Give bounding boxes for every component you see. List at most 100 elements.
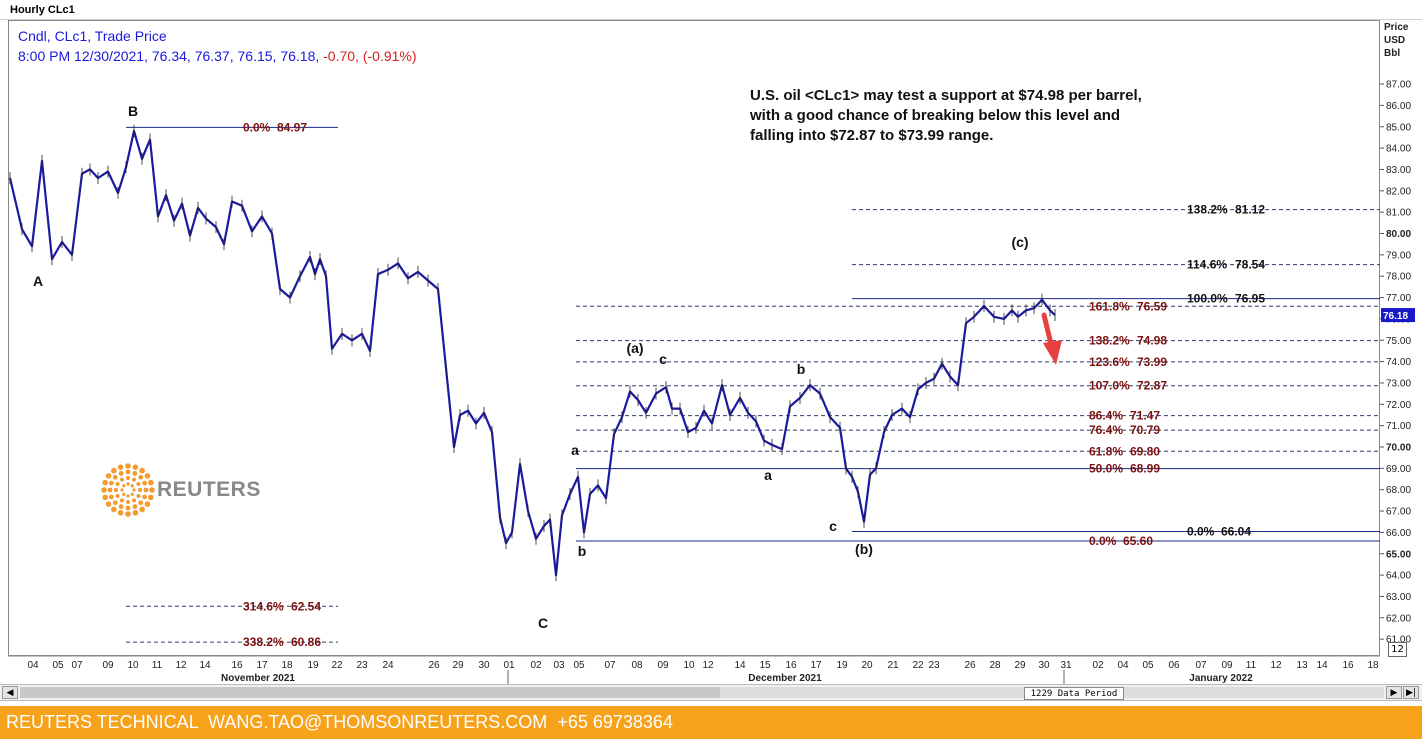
labels-layer: A B Ca b (a) c a b c (b) (c) (33, 103, 1062, 631)
scroll-left-icon[interactable]: ◀ (2, 686, 18, 699)
wave-label: A (33, 273, 43, 289)
x-tick-label: 26 (964, 660, 976, 671)
x-tick-label: 09 (1221, 660, 1233, 671)
wave-label: b (797, 361, 806, 377)
logo-dot (108, 494, 114, 500)
fib-price-label: 73.99 (1137, 355, 1167, 369)
x-tick-label: 22 (912, 660, 924, 671)
window-title: Hourly CLc1 (0, 0, 1422, 20)
fib-price-label: 60.86 (291, 635, 321, 649)
x-tick-label: 04 (27, 660, 39, 671)
x-tick-label: 09 (657, 660, 669, 671)
logo-dot (112, 500, 118, 506)
y-tick-label: 69.00 (1386, 464, 1411, 475)
scroll-end-icon[interactable]: ▶| (1403, 686, 1419, 699)
wave-label: c (659, 351, 667, 367)
logo-dot (115, 494, 120, 498)
x-tick-label: 09 (102, 660, 114, 671)
x-tick-label: 16 (231, 660, 243, 671)
wave-label: a (764, 467, 772, 483)
fib-price-label: 78.54 (1235, 258, 1265, 272)
logo-dot (102, 494, 108, 501)
x-tick-label: 22 (331, 660, 343, 671)
horizontal-scrollbar[interactable]: ◀ 1229 Data Period ▶ ▶| (0, 684, 1422, 701)
logo-dot (132, 477, 136, 482)
logo-dot (148, 479, 154, 486)
logo-dot (108, 480, 114, 486)
scroll-track[interactable]: 1229 Data Period (20, 687, 1384, 700)
y-tick-label: 77.00 (1386, 293, 1411, 304)
y-tick-label: 63.00 (1386, 592, 1411, 603)
logo-dot (136, 482, 141, 486)
logo-dot (139, 506, 145, 513)
price-change-pct: (-0.91%) (362, 48, 417, 64)
logo-dot (107, 487, 113, 493)
x-tick-label: 13 (1296, 660, 1308, 671)
reuters-logo: REUTERS (99, 457, 264, 520)
month-label: December 2021 (748, 673, 822, 684)
x-tick-label: 02 (1092, 660, 1104, 671)
fib-pct-label: 161.8% (1089, 299, 1130, 313)
logo-dot (126, 494, 130, 498)
zoom-box[interactable]: 12 (1388, 642, 1407, 657)
reuters-logo-icon (101, 463, 155, 517)
footer-banner: REUTERS TECHNICAL WANG.TAO@THOMSONREUTER… (0, 706, 1422, 739)
x-tick-label: 14 (199, 660, 211, 671)
y-tick-label: 81.00 (1386, 208, 1411, 219)
wave-label: (b) (855, 541, 873, 557)
x-tick-label: 23 (356, 660, 368, 671)
current-price-label: 76.18 (1383, 311, 1408, 322)
info-line-1: Cndl, CLc1, Trade Price (18, 28, 167, 44)
y-tick-label: 62.00 (1386, 613, 1411, 624)
fib-pct-label: 114.6% (1187, 258, 1227, 272)
x-tick-label: 21 (887, 660, 899, 671)
logo-dot (149, 487, 155, 493)
fib-pct-label: 0.0% (1187, 525, 1215, 539)
y-tick-label: 72.00 (1386, 400, 1411, 411)
fib-pct-label: 314.6% (243, 599, 284, 613)
fibonacci-lines: 0.0% 84.97 314.6% 62.54 338.2% 60.86 161.8% 76.… (126, 120, 1380, 649)
data-period-label: 1229 Data Period (1024, 687, 1124, 700)
fib-pct-label: 0.0% (243, 120, 271, 134)
logo-dot (126, 476, 130, 480)
x-tick-label: 10 (683, 660, 695, 671)
logo-dot (144, 473, 151, 479)
y-tick-label: 68.00 (1386, 485, 1411, 496)
x-tick-label: 07 (1195, 660, 1207, 671)
logo-dot (122, 484, 126, 488)
analysis-note: U.S. oil <CLc1> may test a support at $7… (750, 87, 1142, 144)
fib-pct-label: 123.6% (1089, 355, 1130, 369)
y-tick-label: 65.00 (1386, 549, 1411, 560)
scroll-right-icon[interactable]: ▶ (1386, 686, 1402, 699)
logo-text: REUTERS (157, 478, 261, 501)
x-tick-label: 14 (1316, 660, 1328, 671)
x-tick-label: 17 (256, 660, 268, 671)
y-tick-label: 71.00 (1386, 421, 1411, 432)
y-tick-label: 85.00 (1386, 122, 1411, 133)
price-chart[interactable]: 0.0% 84.97 314.6% 62.54 338.2% 60.86 161.8% 76.… (0, 0, 1422, 684)
wave-label: c (829, 518, 837, 534)
y-tick-label: 70.00 (1386, 443, 1411, 454)
price-change: -0.70, (323, 48, 359, 64)
logo-dot (138, 488, 142, 492)
fib-price-label: 62.54 (291, 599, 321, 613)
logo-dot (142, 480, 148, 486)
logo-dot (117, 510, 124, 516)
logo-dot (122, 492, 126, 496)
y-tick-label: 83.00 (1386, 165, 1411, 176)
logo-dot (132, 504, 138, 510)
logo-dot (120, 488, 124, 492)
x-tick-label: 07 (604, 660, 616, 671)
x-tick-label: 19 (836, 660, 848, 671)
logo-dot (125, 463, 131, 469)
logo-dot (117, 464, 124, 470)
x-tick-label: 30 (478, 660, 490, 671)
logo-dot (105, 473, 112, 479)
month-label: January 2022 (1189, 673, 1253, 684)
scroll-thumb[interactable] (20, 687, 720, 698)
logo-dot (126, 500, 130, 504)
wave-label: B (128, 103, 138, 119)
current-price-tag (1381, 308, 1415, 323)
logo-dot (130, 484, 134, 488)
x-tick-label: 19 (307, 660, 319, 671)
